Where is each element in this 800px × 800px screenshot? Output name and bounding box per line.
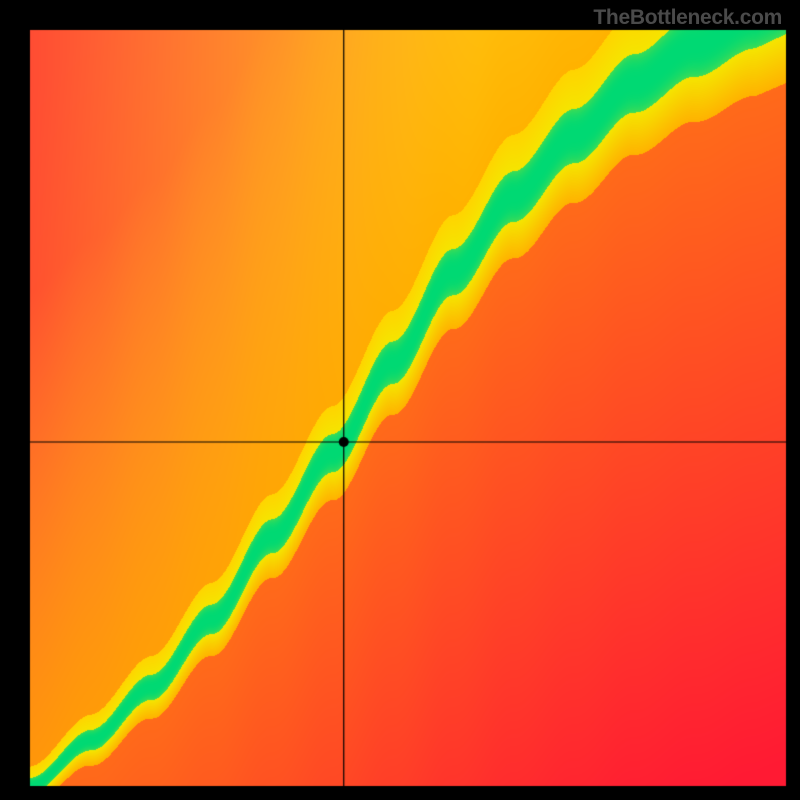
heatmap-canvas [0, 0, 800, 800]
watermark-text: TheBottleneck.com [593, 6, 782, 30]
chart-container: TheBottleneck.com [0, 0, 800, 800]
